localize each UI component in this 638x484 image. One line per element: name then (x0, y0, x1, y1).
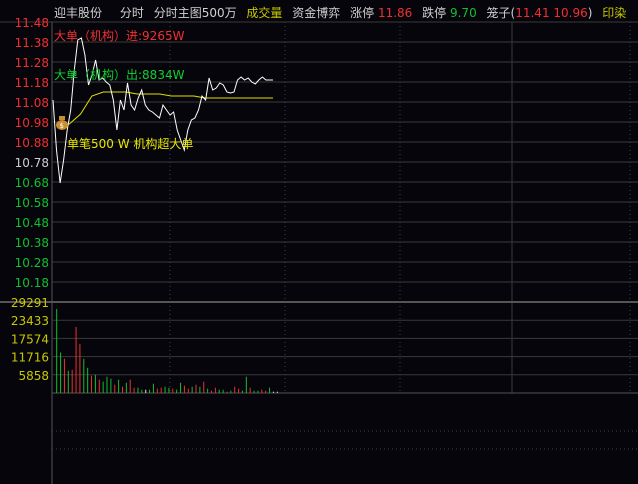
price-tick-label: 11.38 (15, 36, 49, 50)
cage-values: 11.41 10.96 (515, 6, 588, 20)
cage-close: ) (587, 6, 593, 20)
price-tick-label: 10.28 (15, 256, 49, 270)
limit-up-label: 涨停 (350, 6, 375, 20)
stock-name: 迎丰股份 (54, 6, 103, 20)
volume-tick-label: 11716 (11, 351, 49, 365)
chart-header: 迎丰股份 分时 分时主图500万 成交量 资金博弈 涨停 11.86 跌停 9.… (54, 4, 632, 21)
cage-label: 笼子( (486, 6, 516, 20)
price-tick-label: 11.18 (15, 76, 49, 90)
limit-down-value: 9.70 (449, 6, 477, 20)
price-tick-label: 11.48 (15, 16, 49, 30)
tab-volume[interactable]: 成交量 (246, 6, 283, 20)
tab-capital[interactable]: 资金博弈 (292, 6, 341, 20)
volume-bars (56, 308, 278, 393)
axis-labels: 11.48 11.38 11.28 11.18 11.08 10.98 10.88 10.78… (11, 16, 49, 383)
volume-tick-label: 23433 (11, 314, 49, 328)
price-tick-label: 11.28 (15, 56, 49, 70)
price-tick-label: 10.38 (15, 236, 49, 250)
tab-intraday[interactable]: 分时 (119, 6, 144, 20)
price-tick-label: 11.08 (15, 96, 49, 110)
price-line (52, 37, 273, 184)
tab-main-chart[interactable]: 分时主图500万 (153, 6, 237, 20)
price-tick-label: 10.18 (15, 276, 49, 290)
volume-tick-label: 17574 (11, 332, 49, 346)
single-order-annotation: 单笔500 W 机构超大单 (67, 136, 193, 151)
limit-down-label: 跌停 (422, 6, 447, 20)
limit-up-value: 11.86 (377, 6, 413, 20)
price-tick-label: 10.88 (15, 136, 49, 150)
price-tick-label: 10.78 (15, 156, 49, 170)
grid (0, 21, 638, 484)
big-order-out-annotation: 大单（机构）出:8834W (54, 67, 185, 82)
average-price-line (58, 91, 273, 125)
price-tick-label: 10.98 (15, 116, 49, 130)
price-tick-label: 10.58 (15, 196, 49, 210)
money-bag-icon[interactable]: $ (56, 116, 68, 130)
big-order-in-annotation: 大单（机构）进:9265W (54, 28, 185, 43)
svg-text:$: $ (60, 122, 64, 130)
price-tick-label: 10.48 (15, 216, 49, 230)
volume-tick-label: 29291 (11, 296, 49, 310)
sector-label[interactable]: 印染 (602, 6, 627, 20)
volume-tick-label: 5858 (18, 369, 49, 383)
price-tick-label: 10.68 (15, 176, 49, 190)
